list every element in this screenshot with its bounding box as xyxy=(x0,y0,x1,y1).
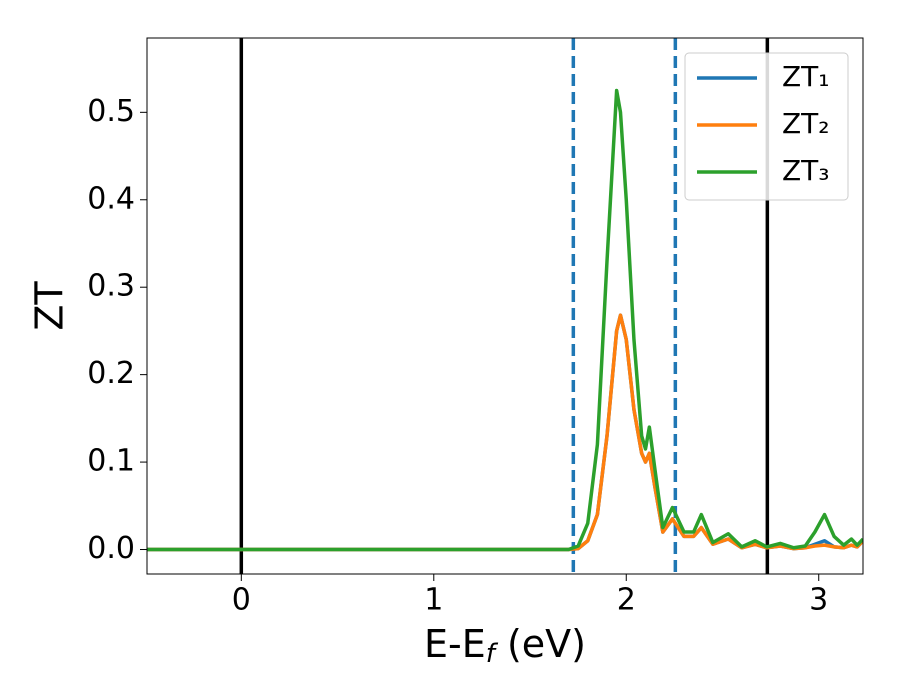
legend-box xyxy=(684,52,849,201)
data-line xyxy=(147,88,863,552)
data-line xyxy=(147,313,863,552)
y-tick-label: 0.0 xyxy=(87,531,135,566)
x-axis-label: E-Ef (eV) xyxy=(424,622,586,669)
legend-label: ZT₂ xyxy=(782,107,830,140)
legend-label: ZT₁ xyxy=(782,60,830,93)
x-axis-label-part: (eV) xyxy=(495,622,586,666)
x-axis-label-part: E-E xyxy=(424,622,486,666)
x-tick-label: 2 xyxy=(617,583,636,618)
y-tick-label: 0.3 xyxy=(87,269,135,304)
y-tick-label: 0.4 xyxy=(87,181,135,216)
y-axis-label: ZT xyxy=(28,281,72,331)
y-tick-label: 0.2 xyxy=(87,356,135,391)
x-tick-label: 0 xyxy=(232,583,251,618)
x-tick-label: 3 xyxy=(809,583,828,618)
y-tick-label: 0.5 xyxy=(87,94,135,129)
legend-label: ZT₃ xyxy=(782,154,830,187)
x-tick-label: 1 xyxy=(424,583,443,618)
plot-frame xyxy=(146,37,864,575)
y-tick-label: 0.1 xyxy=(87,444,135,479)
